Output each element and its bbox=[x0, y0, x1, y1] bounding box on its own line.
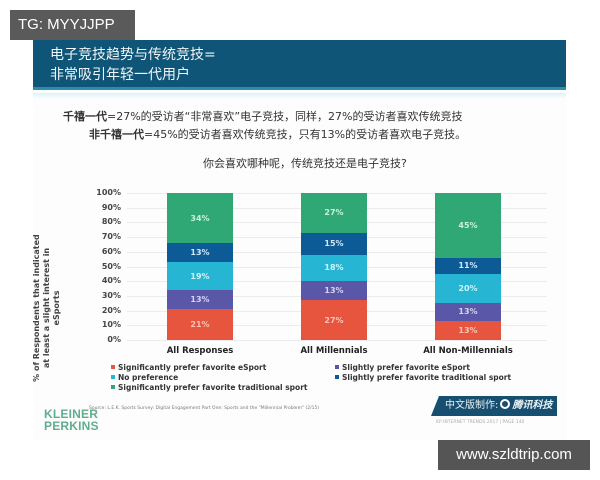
translation-badge: 中文版制作: 腾讯科技 bbox=[431, 396, 557, 416]
watermark-top-left: TG: MYYJJPP bbox=[10, 10, 135, 40]
legend-label: Significantly prefer favorite traditiona… bbox=[118, 383, 308, 392]
bar-segment: 11% bbox=[435, 257, 501, 274]
slide-header: 电子竞技趋势与传统竞技= 非常吸引年轻一代用户 bbox=[33, 40, 566, 90]
subtitle-line-2: 非千禧一代=45%的受访者喜欢传统竞技，只有13%的受访者喜欢电子竞技。 bbox=[89, 128, 466, 142]
header-glow bbox=[33, 93, 566, 99]
y-tick-label: 20% bbox=[101, 305, 121, 315]
bar-segment: 13% bbox=[301, 281, 367, 301]
y-tick-label: 40% bbox=[101, 276, 121, 286]
legend-item: Slightly prefer favorite traditional spo… bbox=[335, 373, 511, 383]
bar-segment: 18% bbox=[301, 254, 367, 282]
slide-title-line-1: 电子竞技趋势与传统竞技= bbox=[50, 47, 216, 63]
bar-segment: 20% bbox=[435, 273, 501, 303]
legend-swatch-icon bbox=[111, 365, 115, 369]
y-axis-label: % of Respondents that indicated at least… bbox=[32, 234, 61, 382]
legend-item: Significantly prefer favorite traditiona… bbox=[111, 383, 308, 393]
bar-segment: 13% bbox=[435, 321, 501, 340]
bar-all-responses: 21% 13% 19% 13% 34% bbox=[167, 193, 233, 340]
badge-brand: 腾讯科技 bbox=[512, 400, 553, 411]
legend-label: No preference bbox=[118, 373, 179, 382]
y-tick-label: 10% bbox=[101, 320, 121, 330]
bar-segment: 13% bbox=[167, 290, 233, 310]
bar-segment: 45% bbox=[435, 193, 501, 258]
slide-title-line-2: 非常吸引年轻一代用户 bbox=[50, 67, 190, 83]
x-category-label: All Responses bbox=[166, 346, 234, 356]
y-tick-label: 100% bbox=[96, 188, 121, 197]
subtitle-line-2-text: =45%的受访者喜欢传统竞技，只有13%的受访者喜欢电子竞技。 bbox=[144, 128, 467, 141]
legend-swatch-icon bbox=[111, 385, 115, 389]
legend-item: Slightly prefer favorite eSport bbox=[335, 363, 470, 373]
legend-label: Slightly prefer favorite traditional spo… bbox=[342, 373, 512, 382]
bar-segment: 21% bbox=[167, 309, 233, 340]
slide: 电子竞技趋势与传统竞技= 非常吸引年轻一代用户 千禧一代=27%的受访者“非常喜… bbox=[32, 40, 566, 440]
legend-label: Slightly prefer favorite eSport bbox=[342, 363, 470, 372]
legend-item: Significantly prefer favorite eSport bbox=[111, 363, 266, 373]
x-category-label: All Non-Millennials bbox=[423, 346, 513, 356]
legend-swatch-icon bbox=[335, 365, 339, 369]
bar-all-millennials: 27% 13% 18% 15% 27% bbox=[301, 193, 367, 340]
y-tick-label: 50% bbox=[101, 261, 121, 271]
subtitle-line-1: 千禧一代=27%的受访者“非常喜欢”电子竞技，同样，27%的受访者喜欢传统竞技 bbox=[63, 110, 463, 124]
watermark-bottom-right: www.szldtrip.com bbox=[438, 440, 590, 470]
kleiner-perkins-logo: KLEINER PERKINS bbox=[44, 408, 99, 432]
gridline bbox=[127, 340, 547, 341]
bar-segment: 27% bbox=[301, 300, 367, 340]
y-tick-label: 0% bbox=[107, 335, 121, 344]
tencent-logo-icon bbox=[500, 399, 511, 409]
badge-text: 中文版制作: bbox=[445, 400, 499, 411]
legend-item: No preference bbox=[111, 373, 178, 383]
subtitle-line-1-text: =27%的受访者“非常喜欢”电子竞技，同样，27%的受访者喜欢传统竞技 bbox=[107, 110, 463, 123]
bar-segment: 13% bbox=[167, 242, 233, 263]
legend-label: Significantly prefer favorite eSport bbox=[118, 363, 267, 372]
page-meta: KP INTERNET TRENDS 2017 | PAGE 140 bbox=[436, 420, 525, 425]
y-tick-label: 80% bbox=[101, 217, 121, 227]
logo-line-1: KLEINER bbox=[44, 407, 99, 421]
subtitle-line-2-bold: 非千禧一代 bbox=[89, 128, 144, 141]
bar-segment: 27% bbox=[301, 193, 367, 233]
legend-swatch-icon bbox=[335, 375, 339, 379]
y-tick-label: 90% bbox=[101, 202, 121, 212]
bar-all-non-millennials: 13% 13% 20% 11% 45% bbox=[435, 193, 501, 340]
x-category-label: All Millennials bbox=[300, 346, 368, 356]
legend-swatch-icon bbox=[111, 375, 115, 379]
y-tick-label: 60% bbox=[101, 246, 121, 256]
logo-line-2: PERKINS bbox=[44, 419, 99, 433]
subtitle-line-1-bold: 千禧一代 bbox=[63, 110, 107, 123]
source-note: Source: L.E.K. Sports Survey: Digital En… bbox=[89, 406, 320, 411]
bar-segment: 13% bbox=[435, 302, 501, 322]
y-tick-label: 70% bbox=[101, 232, 121, 242]
bar-segment: 15% bbox=[301, 232, 367, 255]
subtitle-question: 你会喜欢哪种呢，传统竞技还是电子竞技? bbox=[203, 157, 407, 170]
y-tick-label: 30% bbox=[101, 290, 121, 300]
bar-segment: 34% bbox=[167, 193, 233, 243]
bar-segment: 19% bbox=[167, 262, 233, 291]
